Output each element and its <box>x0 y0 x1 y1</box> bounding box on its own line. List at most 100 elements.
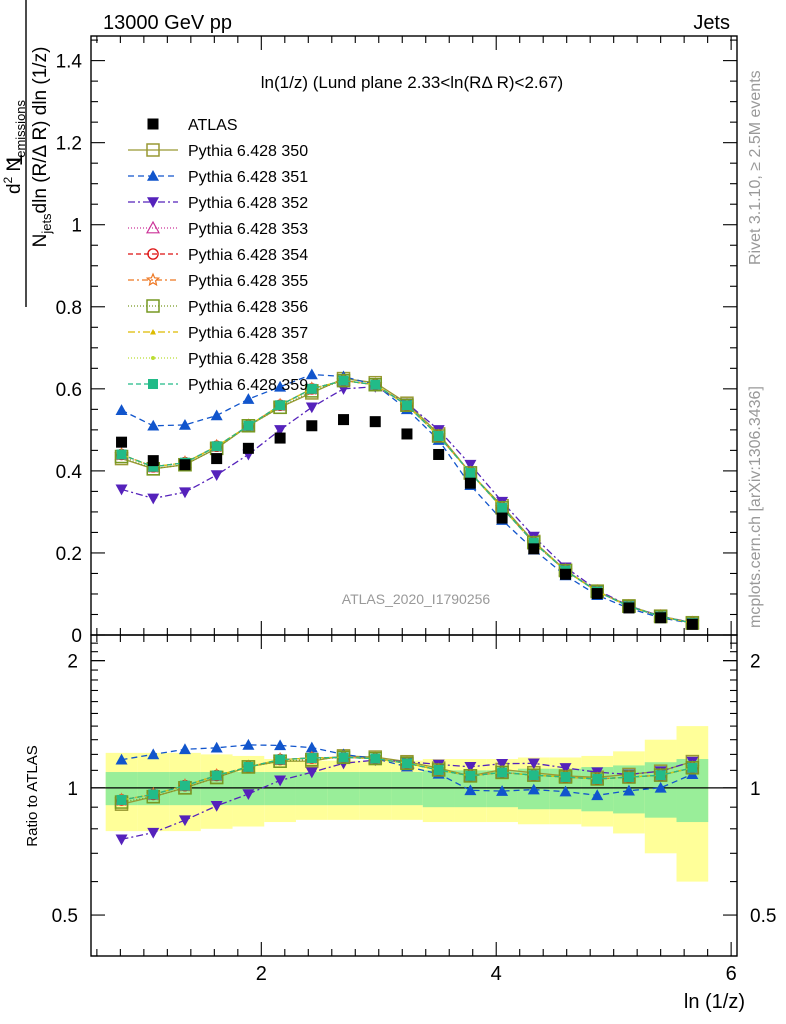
data-point <box>305 767 318 779</box>
data-point <box>178 743 191 755</box>
legend-label: Pythia 6.428 358 <box>188 351 308 368</box>
data-point <box>368 377 382 392</box>
data-point <box>151 356 155 360</box>
y-tick-label: 0.2 <box>56 544 82 565</box>
data-point <box>145 220 161 234</box>
data-point <box>147 197 159 208</box>
atlas-point <box>591 588 603 600</box>
data-point <box>559 785 572 797</box>
data-point <box>275 754 286 765</box>
atlas-point <box>242 442 254 454</box>
axis-ticks: 2 4 6 0 0.2 0.4 0.6 0.8 1 1.2 1.4 0.5 0.5 1 1 2 2 <box>52 36 776 985</box>
y-tick-label: 1.2 <box>56 134 82 155</box>
main-series-358 <box>119 378 695 626</box>
data-point <box>147 493 160 505</box>
legend-entry-354: Pythia 6.428 354 <box>128 247 308 264</box>
data-point <box>147 748 160 760</box>
legend-label: Pythia 6.428 357 <box>188 325 308 342</box>
legend-label: Pythia 6.428 354 <box>188 247 308 264</box>
data-point <box>274 380 287 392</box>
chart-title: ln(1/z) (Lund plane 2.33<ln(RΔ R)<2.67) <box>261 73 563 92</box>
data-point <box>401 400 412 411</box>
data-point <box>115 834 128 846</box>
ratio-y-tick-label-right: 0.5 <box>750 906 776 927</box>
data-point <box>431 763 446 777</box>
ratio-panel-frame <box>90 634 738 957</box>
data-point <box>210 741 223 753</box>
data-point <box>496 785 509 796</box>
data-point <box>148 789 159 800</box>
data-point <box>305 741 318 753</box>
data-point <box>592 773 603 784</box>
data-point <box>274 739 287 751</box>
atlas-point <box>496 512 508 524</box>
data-point <box>115 753 128 765</box>
data-point <box>115 484 128 496</box>
legend-entry-352: Pythia 6.428 352 <box>128 195 308 212</box>
legend-entry-359: Pythia 6.428 359 <box>128 377 308 394</box>
data-point <box>527 783 540 795</box>
legend-marker <box>147 118 159 130</box>
plot-frames <box>90 35 738 957</box>
series-line <box>121 379 693 624</box>
series-line <box>121 379 693 624</box>
series-line <box>121 379 693 624</box>
data-point <box>464 761 477 773</box>
data-point <box>150 329 156 335</box>
data-point <box>560 772 571 783</box>
data-point <box>368 751 382 766</box>
legend-entry-353: Pythia 6.428 353 <box>128 220 308 238</box>
data-point <box>433 431 444 442</box>
atlas-point <box>464 477 476 489</box>
y-label-denominator: Njetsdln (R/Δ R) dln (1/z) <box>30 47 54 248</box>
data-point <box>465 770 476 781</box>
atlas-point <box>147 455 159 467</box>
data-point <box>401 758 412 769</box>
data-point <box>431 429 446 443</box>
mcplots-label: mcplots.cern.ch [arXiv:1306.3436] <box>747 386 764 628</box>
rivet-version-label: Rivet 3.1.10, ≥ 2.5M events <box>747 70 764 265</box>
data-point <box>242 393 255 404</box>
ratio-series-359 <box>116 752 698 805</box>
atlas-point <box>369 416 381 428</box>
legend-label: Pythia 6.428 351 <box>188 169 308 186</box>
data-point <box>306 383 317 394</box>
y-label-numerator-one: 1 <box>2 154 27 166</box>
legend-label: Pythia 6.428 350 <box>188 143 308 160</box>
atlas-point <box>433 448 445 460</box>
data-point <box>370 753 381 764</box>
y-tick-label: 0.6 <box>56 380 82 401</box>
legend-entry-351: Pythia 6.428 351 <box>128 169 308 186</box>
atlas-point <box>623 602 635 614</box>
atlas-point <box>655 612 667 624</box>
legend-entry-358: Pythia 6.428 358 <box>128 351 308 368</box>
data-point <box>146 299 160 313</box>
data-point <box>147 827 160 839</box>
data-point <box>145 272 161 287</box>
atlas-point <box>401 428 413 440</box>
ratio-panel-series <box>114 738 700 846</box>
data-point <box>210 470 223 481</box>
atlas-point <box>338 414 350 426</box>
legend-label: Pythia 6.428 355 <box>188 273 308 290</box>
data-point <box>274 775 287 787</box>
y-label-numerator: d2 Nemissions <box>1 99 28 194</box>
x-axis-label: ln (1/z) <box>684 991 745 1013</box>
series-line <box>121 379 693 624</box>
data-point <box>305 402 318 414</box>
y-tick-label: 1 <box>71 216 82 237</box>
data-point <box>306 753 317 764</box>
atlas-point <box>211 453 223 465</box>
legend-label: Pythia 6.428 356 <box>188 299 308 316</box>
main-panel-series <box>114 368 700 630</box>
data-point <box>338 752 349 763</box>
jets-label: Jets <box>693 12 730 34</box>
data-point <box>497 767 508 778</box>
main-series-357 <box>118 377 696 626</box>
ratio-y-tick-label: 1 <box>67 779 78 800</box>
data-point <box>527 758 540 770</box>
legend-entry-350: Pythia 6.428 350 <box>128 143 308 160</box>
atlas-point <box>179 459 191 471</box>
data-point <box>655 770 666 781</box>
